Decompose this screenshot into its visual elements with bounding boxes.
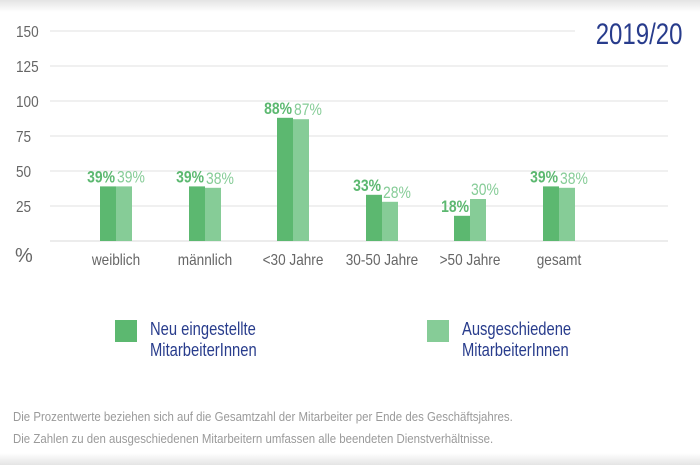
bar-departures [382, 201, 398, 241]
legend-swatch [115, 320, 137, 342]
data-label: 39% [176, 168, 204, 187]
data-label: 88% [264, 100, 292, 119]
chart-title: 2019/20 [595, 18, 682, 51]
top-shadow [0, 0, 700, 12]
legend-swatch [427, 320, 449, 342]
x-tick-label: <30 Jahre [263, 252, 324, 269]
x-tick-label: >50 Jahre [440, 252, 501, 269]
data-label: 87% [294, 101, 322, 120]
bottom-shadow [0, 453, 700, 465]
x-tick-label: weiblich [91, 252, 140, 269]
data-label: 39% [530, 168, 558, 187]
y-tick-label: 75 [16, 129, 31, 146]
y-axis-unit: % [15, 245, 33, 267]
y-tick-label: 25 [16, 199, 31, 216]
data-label: 33% [353, 177, 381, 196]
bar-departures [559, 187, 575, 241]
bar-new-hires [189, 186, 205, 241]
bar-new-hires [454, 215, 470, 241]
bar-departures [470, 199, 486, 241]
data-label: 39% [117, 168, 145, 187]
bar-new-hires [543, 186, 559, 241]
y-tick-label: 100 [16, 94, 39, 111]
data-label: 38% [560, 170, 588, 189]
x-tick-label: 30-50 Jahre [346, 252, 418, 269]
bar-departures [116, 186, 132, 241]
legend-label: Neu eingestellte MitarbeiterInnen [150, 319, 257, 360]
footnote-line-1: Die Prozentwerte beziehen sich auf die G… [13, 409, 513, 424]
data-label: 30% [471, 181, 499, 200]
data-label: 28% [383, 184, 411, 203]
bar-new-hires [366, 194, 382, 241]
bar-departures [293, 119, 309, 241]
y-tick-label: 150 [16, 24, 39, 41]
y-tick-label: 125 [16, 59, 39, 76]
data-label: 38% [206, 170, 234, 189]
footnote: Die Prozentwerte beziehen sich auf die G… [13, 406, 513, 450]
footnote-line-2: Die Zahlen zu den ausgeschiedenen Mitarb… [13, 431, 494, 446]
bar-departures [205, 187, 221, 241]
x-tick-label: männlich [178, 252, 232, 269]
y-tick-label: 50 [16, 164, 31, 181]
legend-item-departures: Ausgeschiedene MitarbeiterInnen [427, 319, 595, 361]
bar-new-hires [277, 117, 293, 241]
x-tick-label: gesamt [537, 252, 582, 269]
legend-label: Ausgeschiedene MitarbeiterInnen [462, 319, 572, 360]
data-label: 18% [441, 198, 469, 217]
bar-new-hires [100, 186, 116, 241]
data-label: 39% [87, 168, 115, 187]
legend-item-new-hires: Neu eingestellte MitarbeiterInnen [115, 319, 280, 361]
